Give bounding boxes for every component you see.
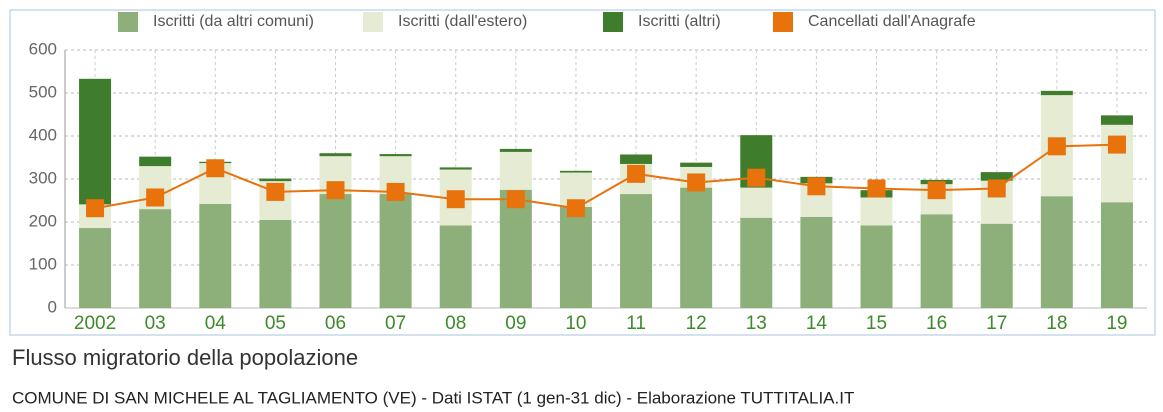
bar-segment [800, 216, 833, 308]
x-tick-label: 17 [986, 313, 1007, 334]
bar-segment [620, 154, 653, 164]
legend-swatch [773, 12, 793, 32]
bar-segment [680, 187, 713, 308]
bar-segment [259, 178, 292, 182]
x-tick-label: 18 [1046, 313, 1067, 334]
x-tick-label: 06 [325, 313, 346, 334]
line-marker [927, 181, 946, 200]
bar-segment [860, 225, 893, 308]
bar-segment [559, 206, 592, 308]
line-marker [566, 199, 585, 218]
bar-segment [379, 194, 412, 308]
line-marker [627, 164, 646, 183]
bar-segment [379, 154, 412, 157]
line [94, 143, 1117, 210]
bar-segment [740, 187, 773, 218]
bar-segment [860, 197, 893, 226]
y-tick-label: 400 [29, 125, 57, 144]
x-tick-label: 12 [686, 313, 707, 334]
bar-segment [319, 153, 352, 157]
legend-label: Iscritti (altri) [638, 13, 721, 30]
bar-segment [1100, 202, 1133, 308]
bar-segment [139, 209, 172, 308]
line-marker [807, 177, 826, 196]
bar-segment [79, 78, 112, 205]
bar-segment [79, 228, 112, 308]
x-tick-label: 08 [445, 313, 466, 334]
chart-title: Flusso migratorio della popolazione [12, 345, 358, 370]
line-marker [506, 190, 525, 209]
x-tick-label: 15 [866, 313, 887, 334]
bar-segment [1100, 115, 1133, 125]
x-tick-label: 10 [565, 313, 586, 334]
line-marker [867, 179, 886, 198]
bar-segment [439, 225, 472, 308]
legend-swatch [118, 12, 138, 32]
chart-subtitle: COMUNE DI SAN MICHELE AL TAGLIAMENTO (VE… [12, 388, 854, 407]
x-tick-label: 19 [1106, 313, 1127, 334]
x-tick-label: 04 [205, 313, 227, 334]
bar-segment [319, 194, 352, 308]
line-marker [1047, 137, 1066, 156]
x-tick-label: 14 [806, 313, 828, 334]
bar-segment [620, 194, 653, 308]
bar-segment [740, 217, 773, 308]
bar-segment [1040, 196, 1073, 308]
line-marker [206, 159, 225, 178]
line-marker [987, 179, 1006, 198]
x-tick-label: 09 [505, 313, 526, 334]
line-marker [1107, 135, 1126, 154]
bar-segment [499, 189, 532, 308]
x-tick-label: 07 [385, 313, 406, 334]
line-marker [266, 182, 285, 201]
x-tick-label: 13 [746, 313, 767, 334]
bar-segment [980, 172, 1013, 181]
bar-segment [1040, 90, 1073, 96]
line-marker [747, 168, 766, 187]
y-tick-label: 600 [29, 39, 57, 58]
chart-frame [9, 9, 1156, 336]
bar-segment [139, 156, 172, 167]
bar-segment [439, 167, 472, 170]
y-tick-label: 100 [29, 254, 57, 273]
bar-segment [259, 219, 292, 308]
x-tick-label: 05 [265, 313, 286, 334]
bar-segment [499, 148, 532, 152]
bar-segment [920, 214, 953, 308]
y-tick-label: 300 [29, 168, 57, 187]
legend-swatch [603, 12, 623, 32]
line-marker [326, 181, 345, 200]
line-marker [446, 190, 465, 209]
x-tick-label: 03 [145, 313, 166, 334]
x-tick-label: 11 [626, 313, 646, 334]
legend-label: Iscritti (dall'estero) [398, 13, 527, 30]
legend-swatch [363, 12, 383, 32]
line-marker [86, 199, 105, 218]
bar-segment [199, 203, 232, 308]
bar-segment [499, 151, 532, 190]
line-marker [386, 182, 405, 201]
x-tick-label: 16 [926, 313, 947, 334]
bar-segment [559, 170, 592, 173]
legend-label: Cancellati dall'Anagrafe [808, 13, 976, 30]
line-marker [687, 173, 706, 192]
y-tick-label: 200 [29, 211, 57, 230]
legend-label: Iscritti (da altri comuni) [153, 13, 314, 30]
y-tick-label: 500 [29, 82, 57, 101]
bar-segment [980, 223, 1013, 308]
line-marker [146, 188, 165, 207]
bar-segment [680, 162, 713, 167]
x-tick-label: 2002 [74, 313, 116, 334]
y-tick-label: 0 [48, 297, 57, 316]
